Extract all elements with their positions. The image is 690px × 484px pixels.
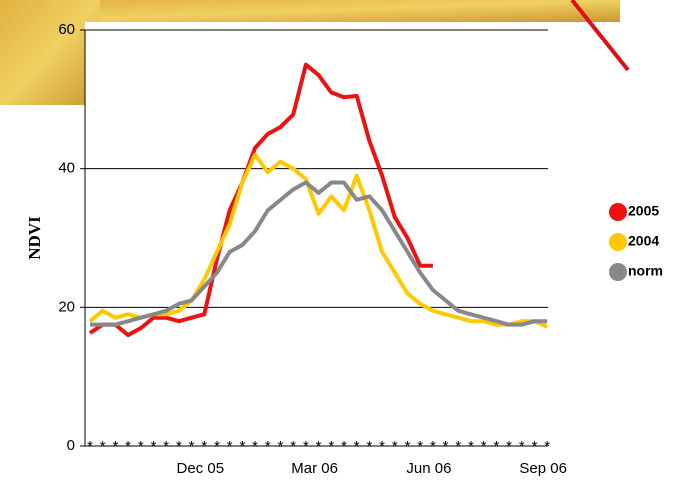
series-line	[90, 183, 547, 325]
x-tick-mark: *	[87, 438, 93, 455]
x-tick-mark: *	[151, 438, 157, 455]
y-tick-label: 40	[58, 160, 75, 177]
x-tick-mark: *	[290, 438, 296, 455]
x-tick-mark: *	[303, 438, 309, 455]
legend-label: 2005	[628, 203, 659, 219]
x-tick-mark: *	[493, 438, 499, 455]
plot-background	[85, 22, 555, 112]
x-tick-label: Mar 06	[291, 460, 338, 477]
x-tick-mark: *	[328, 438, 334, 455]
x-tick-mark: *	[189, 438, 195, 455]
x-tick-mark: *	[239, 438, 245, 455]
series-line	[90, 155, 547, 327]
x-tick-mark: *	[100, 438, 106, 455]
x-tick-label: Dec 05	[177, 460, 225, 477]
x-tick-mark: *	[278, 438, 284, 455]
x-tick-mark: *	[163, 438, 169, 455]
x-tick-mark: *	[112, 438, 118, 455]
page: {"chart_data": {"type": "line", "y_label…	[0, 0, 690, 484]
legend-marker	[609, 203, 627, 221]
y-tick-label: 60	[58, 21, 75, 38]
x-tick-mark: *	[252, 438, 258, 455]
x-tick-mark: *	[443, 438, 449, 455]
x-tick-mark: *	[201, 438, 207, 455]
x-tick-mark: *	[138, 438, 144, 455]
x-tick-mark: *	[227, 438, 233, 455]
x-tick-mark: *	[316, 438, 322, 455]
x-tick-label: Sep 06	[519, 460, 567, 477]
legend-marker	[609, 263, 627, 281]
x-tick-mark: *	[532, 438, 538, 455]
x-tick-mark: *	[265, 438, 271, 455]
legend-label: norm	[628, 263, 663, 279]
x-tick-mark: *	[366, 438, 372, 455]
x-tick-mark: *	[214, 438, 220, 455]
x-tick-mark: *	[392, 438, 398, 455]
x-tick-mark: *	[176, 438, 182, 455]
x-tick-mark: *	[506, 438, 512, 455]
x-tick-mark: *	[481, 438, 487, 455]
y-tick-label: 20	[58, 298, 75, 315]
x-tick-mark: *	[125, 438, 131, 455]
legend-marker	[609, 233, 627, 251]
legend-label: 2004	[628, 233, 659, 249]
y-tick-label: 0	[67, 437, 75, 454]
x-tick-mark: *	[519, 438, 525, 455]
x-tick-label: Jun 06	[406, 460, 451, 477]
x-tick-mark: *	[354, 438, 360, 455]
x-tick-mark: *	[341, 438, 347, 455]
x-tick-mark: *	[468, 438, 474, 455]
x-tick-mark: *	[405, 438, 411, 455]
x-tick-mark: *	[544, 438, 550, 455]
x-tick-mark: *	[417, 438, 423, 455]
x-tick-mark: *	[379, 438, 385, 455]
chart: NDVI 0204060**********Dec 05*********Mar…	[0, 0, 690, 484]
x-tick-mark: *	[455, 438, 461, 455]
x-tick-mark: *	[430, 438, 436, 455]
y-axis-label: NDVI	[25, 216, 44, 260]
